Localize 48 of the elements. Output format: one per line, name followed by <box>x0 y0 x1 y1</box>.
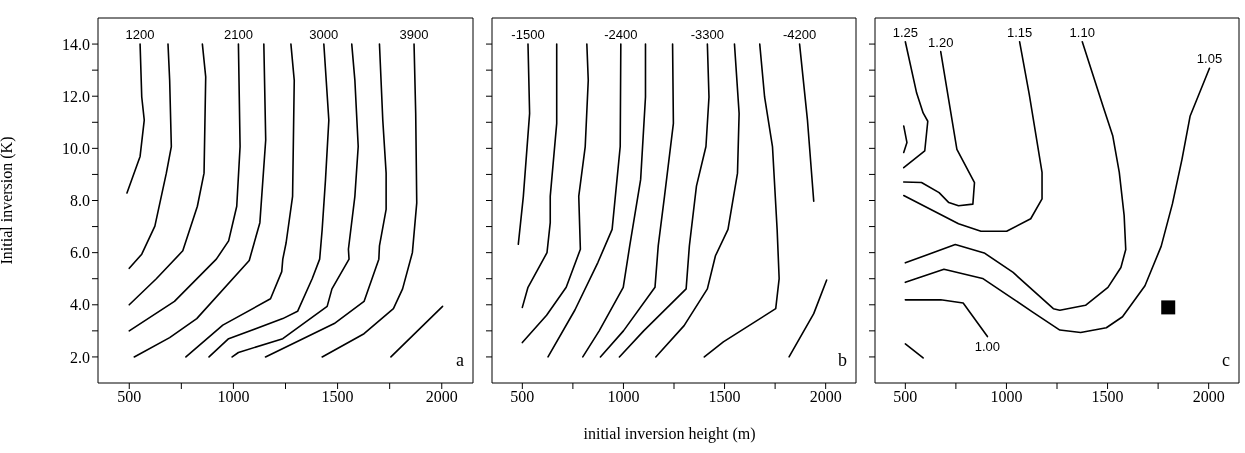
series-label: -2400 <box>604 27 638 43</box>
x-tick-label: 500 <box>117 388 142 406</box>
y-tick-label: 4.0 <box>70 296 90 314</box>
line-series <box>208 43 330 358</box>
line-series <box>185 43 296 358</box>
line-series <box>321 43 418 358</box>
y-tick-label: 6.0 <box>70 244 90 262</box>
series-label: 1.15 <box>1006 24 1033 40</box>
x-tick-label: 1000 <box>607 388 640 406</box>
series-label: 1.05 <box>1196 51 1223 67</box>
annotation: b <box>838 350 847 371</box>
series-label: 1.00 <box>974 338 1001 354</box>
series-label: 1.20 <box>928 34 954 50</box>
x-tick-label: 1500 <box>321 388 354 406</box>
series-label: 1200 <box>125 27 155 43</box>
series-label: 3900 <box>399 27 429 43</box>
line-series <box>133 43 267 358</box>
annotation: c <box>1222 350 1230 371</box>
line-series <box>126 43 146 194</box>
x-axis-title: initial inversion height (m) <box>582 425 757 443</box>
x-tick-label: 1000 <box>990 388 1023 406</box>
y-tick-label: 8.0 <box>70 192 90 210</box>
y-tick-label: 10.0 <box>62 140 90 158</box>
series-label: 3000 <box>309 27 339 43</box>
x-tick-label: 500 <box>893 388 918 406</box>
series-label: -4200 <box>782 27 817 43</box>
x-tick-label: 1500 <box>1091 388 1124 406</box>
series-label: -3300 <box>690 27 724 43</box>
x-tick-label: 500 <box>510 388 535 406</box>
series-label: -1500 <box>511 27 545 43</box>
line-series <box>128 43 173 270</box>
series-label: 2100 <box>223 27 253 43</box>
y-axis-title: Initial inversion (K) <box>0 136 16 265</box>
y-tick-label: 12.0 <box>62 87 90 105</box>
line-series <box>231 43 360 358</box>
x-tick-label: 2000 <box>809 388 842 406</box>
line-series <box>128 43 207 306</box>
y-tick-label: 14.0 <box>62 35 90 53</box>
line-series <box>264 43 387 358</box>
x-tick-label: 1000 <box>217 388 250 406</box>
annotation: a <box>456 350 464 371</box>
line-series <box>128 43 241 332</box>
y-tick-label: 2.0 <box>70 348 90 366</box>
series-label: 1.25 <box>892 24 918 40</box>
x-tick-label: 2000 <box>425 388 458 406</box>
x-tick-label: 1500 <box>708 388 741 406</box>
x-tick-label: 2000 <box>1192 388 1225 406</box>
series-label: 1.10 <box>1069 24 1095 40</box>
